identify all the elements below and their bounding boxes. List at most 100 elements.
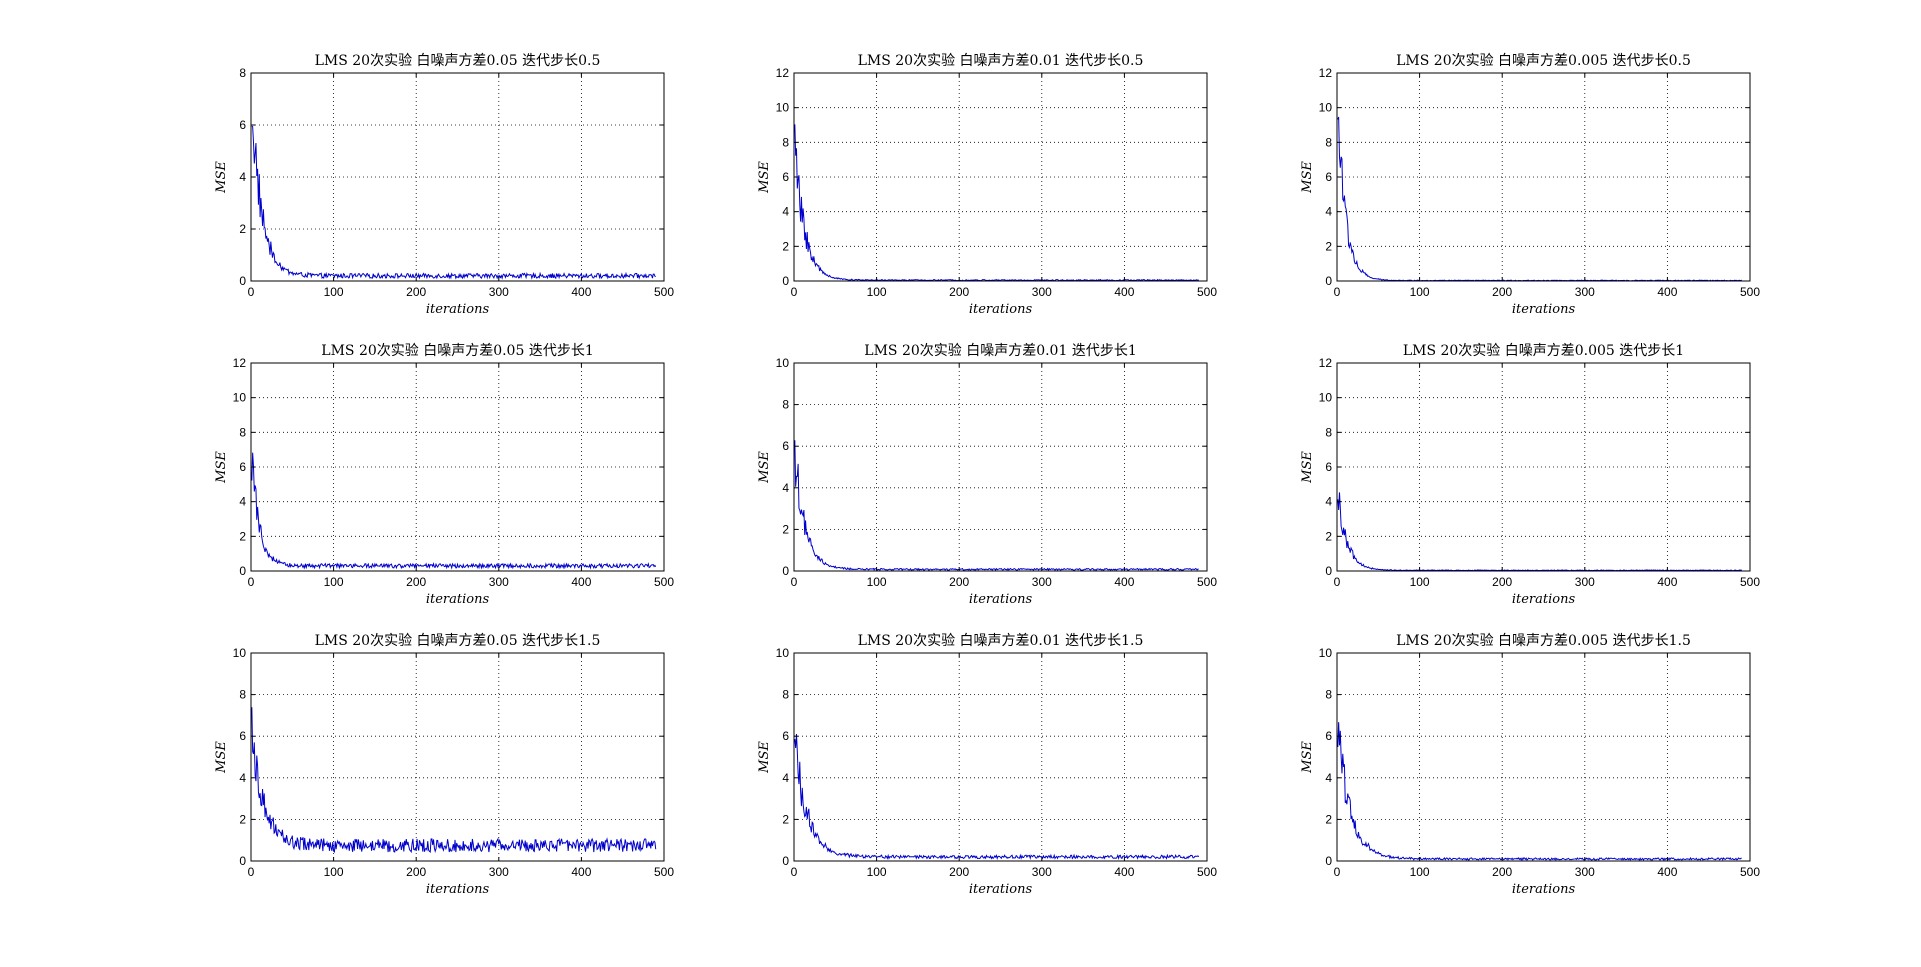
axes-frame — [793, 362, 1208, 572]
subplot-title: LMS 20次实验 白噪声方差0.01 迭代步长1 — [864, 343, 1136, 359]
y-tick-label: 10 — [776, 101, 790, 115]
x-tick-label: 0 — [791, 865, 798, 879]
x-tick-label: 100 — [1410, 575, 1430, 589]
y-tick-label: 8 — [782, 135, 789, 149]
y-tick-label: 8 — [1325, 135, 1332, 149]
x-axis-label: iterations — [1512, 882, 1576, 897]
y-tick-label: 8 — [782, 398, 789, 412]
x-tick-label: 500 — [1197, 285, 1217, 299]
y-tick-label: 2 — [782, 812, 789, 826]
y-tick-label: 2 — [782, 522, 789, 536]
y-tick-label: 2 — [782, 239, 789, 253]
y-tick-label: 10 — [1319, 391, 1333, 405]
y-tick-label: 2 — [1325, 529, 1332, 543]
x-axis-label: iterations — [426, 592, 490, 607]
y-tick-label: 6 — [782, 170, 789, 184]
mse-series-line — [1337, 722, 1742, 862]
x-tick-label: 400 — [571, 575, 591, 589]
x-tick-label: 400 — [1114, 575, 1134, 589]
mse-series-line — [794, 440, 1199, 572]
x-tick-label: 300 — [1032, 865, 1052, 879]
subplot-title: LMS 20次实验 白噪声方差0.01 迭代步长1.5 — [858, 633, 1144, 649]
x-tick-label: 500 — [654, 575, 674, 589]
x-axis-label: iterations — [1512, 302, 1576, 317]
y-tick-label: 2 — [239, 812, 246, 826]
y-tick-label: 4 — [782, 205, 789, 219]
y-tick-label: 4 — [239, 771, 246, 785]
axes-background — [1337, 653, 1750, 861]
x-tick-label: 0 — [1334, 285, 1341, 299]
y-tick-label: 4 — [782, 771, 789, 785]
axes-background — [251, 653, 664, 861]
x-tick-label: 400 — [1114, 865, 1134, 879]
y-tick-label: 8 — [239, 688, 246, 702]
mse-series-line — [1337, 492, 1742, 572]
y-tick-label: 8 — [782, 688, 789, 702]
y-tick-label: 0 — [239, 854, 246, 868]
x-tick-label: 300 — [489, 575, 509, 589]
subplot-title: LMS 20次实验 白噪声方差0.005 迭代步长1 — [1403, 343, 1684, 359]
y-tick-label: 8 — [1325, 688, 1332, 702]
subplot-title: LMS 20次实验 白噪声方差0.05 迭代步长1.5 — [315, 633, 601, 649]
y-tick-label: 8 — [239, 66, 246, 80]
y-tick-label: 6 — [239, 118, 246, 132]
subplot-4: 0 100 200 300 400 500 0 2 4 6 8 10 12 LMS 20次实验 白噪声方差… — [214, 343, 674, 607]
x-tick-label: 100 — [867, 575, 887, 589]
x-tick-label: 300 — [1032, 285, 1052, 299]
y-tick-label: 10 — [1319, 101, 1333, 115]
x-tick-label: 0 — [791, 285, 798, 299]
x-axis-label: iterations — [969, 882, 1033, 897]
y-tick-label: 0 — [782, 854, 789, 868]
y-tick-label: 6 — [239, 729, 246, 743]
x-tick-label: 200 — [1492, 285, 1512, 299]
x-tick-label: 200 — [949, 865, 969, 879]
subplot-1: 0 100 200 300 400 500 0 2 4 6 8 LMS 20次实验 白噪声方差0.05… — [214, 53, 674, 317]
y-tick-label: 12 — [1319, 66, 1333, 80]
y-tick-label: 4 — [239, 495, 246, 509]
y-axis-label: MSE — [214, 161, 229, 194]
subplot-title: LMS 20次实验 白噪声方差0.05 迭代步长0.5 — [315, 53, 601, 69]
y-axis-label: MSE — [214, 741, 229, 774]
y-tick-label: 6 — [1325, 170, 1332, 184]
x-tick-label: 0 — [248, 865, 255, 879]
y-tick-label: 10 — [776, 646, 790, 660]
x-tick-label: 0 — [248, 285, 255, 299]
x-tick-label: 300 — [489, 865, 509, 879]
axes-background — [251, 73, 664, 281]
subplot-5: 0 100 200 300 400 500 0 2 4 6 8 10 LMS 20次实验 白噪声方差0.… — [757, 343, 1217, 607]
x-axis-label: iterations — [969, 592, 1033, 607]
y-axis-label: MSE — [757, 161, 772, 194]
x-tick-label: 500 — [654, 285, 674, 299]
axes-frame — [793, 652, 1208, 862]
y-tick-label: 0 — [1325, 854, 1332, 868]
x-tick-label: 400 — [1657, 285, 1677, 299]
subplot-2: 0 100 200 300 400 500 0 2 4 6 8 10 12 LMS 20次实验 白噪声方差… — [757, 53, 1217, 317]
mse-series-line — [251, 707, 657, 854]
y-tick-label: 12 — [233, 356, 247, 370]
y-axis-label: MSE — [757, 741, 772, 774]
x-tick-label: 300 — [1575, 285, 1595, 299]
x-axis-label: iterations — [426, 302, 490, 317]
x-tick-label: 100 — [867, 865, 887, 879]
axes-background — [794, 73, 1207, 281]
y-tick-label: 0 — [239, 564, 246, 578]
mse-series-line — [251, 452, 657, 570]
x-tick-label: 200 — [1492, 575, 1512, 589]
x-axis-label: iterations — [969, 302, 1033, 317]
x-tick-label: 300 — [1032, 575, 1052, 589]
y-tick-label: 6 — [782, 439, 789, 453]
x-tick-label: 300 — [489, 285, 509, 299]
y-tick-label: 6 — [239, 460, 246, 474]
axes-background — [1337, 73, 1750, 281]
x-tick-label: 200 — [949, 285, 969, 299]
y-axis-label: MSE — [1300, 161, 1315, 194]
y-tick-label: 6 — [1325, 460, 1332, 474]
y-tick-label: 6 — [1325, 729, 1332, 743]
subplot-3: 0 100 200 300 400 500 0 2 4 6 8 10 12 LMS 20次实验 白噪声方差… — [1300, 53, 1760, 317]
x-tick-label: 0 — [791, 575, 798, 589]
mse-series-line — [251, 125, 656, 280]
axes-background — [794, 653, 1207, 861]
x-tick-label: 500 — [1740, 865, 1760, 879]
y-tick-label: 0 — [239, 274, 246, 288]
